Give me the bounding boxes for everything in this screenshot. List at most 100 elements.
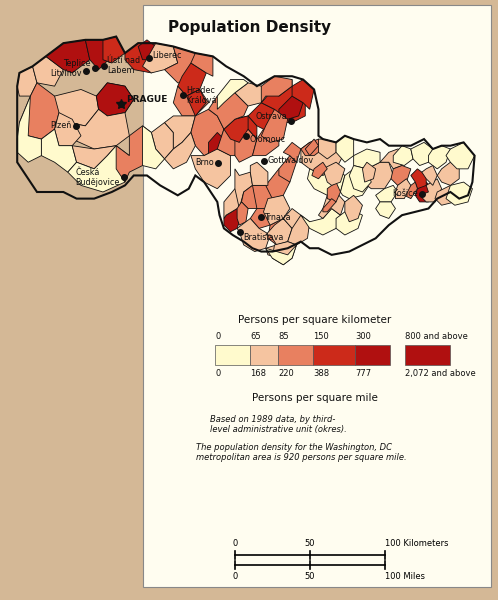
Polygon shape <box>103 37 125 63</box>
Polygon shape <box>363 162 375 182</box>
Polygon shape <box>17 96 41 162</box>
Text: 85: 85 <box>278 332 289 341</box>
Polygon shape <box>288 215 310 245</box>
Polygon shape <box>428 146 450 169</box>
Polygon shape <box>272 242 296 265</box>
Polygon shape <box>435 185 459 205</box>
Bar <box>250 345 278 365</box>
Polygon shape <box>323 162 345 185</box>
Polygon shape <box>266 245 288 258</box>
Polygon shape <box>41 129 77 172</box>
Polygon shape <box>341 169 371 199</box>
Text: Persons per square kilometer: Persons per square kilometer <box>239 315 391 325</box>
Polygon shape <box>235 129 257 162</box>
Polygon shape <box>235 169 252 209</box>
Text: 0: 0 <box>233 572 238 581</box>
Polygon shape <box>187 89 206 116</box>
Polygon shape <box>349 166 371 192</box>
Polygon shape <box>252 185 272 209</box>
Polygon shape <box>404 182 417 199</box>
Text: Trnava: Trnava <box>264 212 290 221</box>
Polygon shape <box>224 188 244 218</box>
Polygon shape <box>292 80 314 109</box>
Polygon shape <box>411 142 433 166</box>
Text: Ostrava: Ostrava <box>255 112 287 121</box>
Polygon shape <box>375 202 395 218</box>
Text: Bratislava: Bratislava <box>243 233 283 242</box>
Text: Hradec
Králová: Hradec Králová <box>186 86 217 105</box>
Polygon shape <box>125 43 169 73</box>
Polygon shape <box>323 199 336 212</box>
Polygon shape <box>305 139 319 155</box>
Polygon shape <box>375 185 397 202</box>
Polygon shape <box>363 162 393 188</box>
Polygon shape <box>151 122 173 159</box>
Polygon shape <box>55 113 81 146</box>
Polygon shape <box>237 218 270 251</box>
Bar <box>355 345 390 365</box>
Text: 220: 220 <box>278 369 294 378</box>
Polygon shape <box>173 86 209 116</box>
Polygon shape <box>301 209 341 235</box>
Polygon shape <box>224 209 242 232</box>
Text: 300: 300 <box>355 332 371 341</box>
Text: Košice: Košice <box>392 190 418 199</box>
Polygon shape <box>283 209 301 229</box>
Polygon shape <box>138 40 156 59</box>
Polygon shape <box>191 149 231 188</box>
Text: Based on 1989 data, by third-
level administrative unit (okres).: Based on 1989 data, by third- level admi… <box>210 415 347 434</box>
Polygon shape <box>261 76 292 103</box>
Polygon shape <box>301 139 323 155</box>
Polygon shape <box>279 96 303 119</box>
Bar <box>405 345 450 365</box>
Polygon shape <box>252 126 279 155</box>
Bar <box>143 5 491 587</box>
Polygon shape <box>116 126 156 182</box>
Polygon shape <box>55 89 99 126</box>
Polygon shape <box>59 109 129 149</box>
Text: 50: 50 <box>305 539 315 548</box>
Text: 2,072 and above: 2,072 and above <box>405 369 476 378</box>
Text: PRAGUE: PRAGUE <box>126 95 168 104</box>
Polygon shape <box>266 218 292 245</box>
Polygon shape <box>46 40 90 73</box>
Text: 800 and above: 800 and above <box>405 332 468 341</box>
Bar <box>278 345 313 365</box>
Polygon shape <box>437 162 459 185</box>
Polygon shape <box>266 169 290 199</box>
Polygon shape <box>209 133 224 155</box>
Text: 777: 777 <box>355 369 371 378</box>
Bar <box>313 345 355 365</box>
Text: Olomouc: Olomouc <box>249 135 285 144</box>
Text: Liberec: Liberec <box>152 51 182 60</box>
Polygon shape <box>391 166 411 185</box>
Text: 0: 0 <box>215 369 220 378</box>
Polygon shape <box>72 146 116 169</box>
Polygon shape <box>217 80 248 109</box>
Polygon shape <box>85 40 112 70</box>
Polygon shape <box>446 142 475 169</box>
Polygon shape <box>307 169 345 196</box>
Polygon shape <box>420 179 442 202</box>
Polygon shape <box>68 146 129 192</box>
Polygon shape <box>393 146 413 166</box>
Text: Brno: Brno <box>195 158 214 167</box>
Text: Gottwaldov: Gottwaldov <box>267 157 314 166</box>
Text: 388: 388 <box>313 369 329 378</box>
Polygon shape <box>336 136 354 162</box>
Polygon shape <box>191 53 213 76</box>
Polygon shape <box>164 46 209 83</box>
Polygon shape <box>142 126 164 169</box>
Polygon shape <box>97 83 134 116</box>
Polygon shape <box>250 199 274 229</box>
Polygon shape <box>345 196 363 222</box>
Polygon shape <box>248 103 279 133</box>
Text: Plzeň: Plzeň <box>50 121 72 130</box>
Text: Litvínov: Litvínov <box>50 70 82 79</box>
Text: 150: 150 <box>313 332 329 341</box>
Polygon shape <box>411 169 426 188</box>
Polygon shape <box>242 185 268 209</box>
Polygon shape <box>164 116 195 149</box>
Polygon shape <box>17 67 37 96</box>
Polygon shape <box>235 83 270 106</box>
